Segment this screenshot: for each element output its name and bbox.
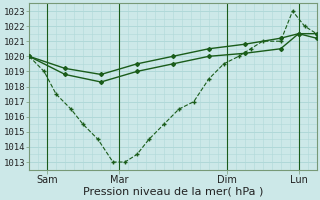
X-axis label: Pression niveau de la mer( hPa ): Pression niveau de la mer( hPa ) [83, 187, 263, 197]
